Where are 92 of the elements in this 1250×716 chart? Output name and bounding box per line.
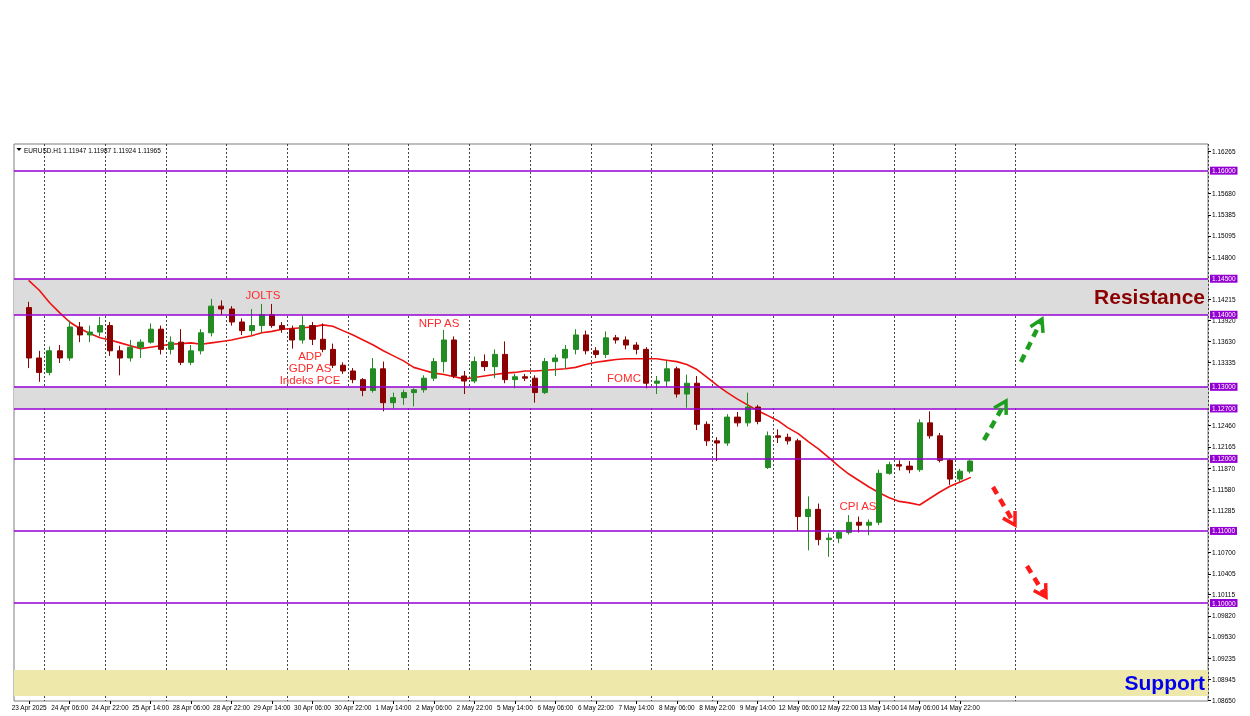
candlestick [704,420,710,447]
candlestick [57,344,63,364]
candlestick [957,468,963,483]
annotation: ADP GDP AS Indeks PCE [279,350,341,386]
candlestick [67,320,73,362]
candlestick [886,461,892,476]
candlestick [765,431,771,470]
candlestick [542,357,548,395]
candlestick [734,411,741,427]
candlestick [623,335,629,350]
candlestick [441,329,447,373]
candlestick [573,328,579,355]
candlestick [836,530,842,544]
annotation: NFP AS [418,317,460,329]
candlestick [522,373,528,382]
candlestick [694,375,700,431]
candlestick [208,298,214,337]
candlestick [947,458,953,486]
candlestick [492,348,498,379]
candlestick [876,469,882,526]
candlestick [411,387,417,407]
candlestick [390,392,396,409]
band-label: Resistance [1094,285,1205,309]
candlestick [603,330,609,359]
candlestick [279,321,285,334]
candlestick [937,432,943,463]
candlestick [866,518,872,536]
candlestick [299,315,305,345]
candlestick [431,357,437,382]
candlestick [178,328,184,366]
candlestick [654,375,660,395]
candlestick [583,330,589,355]
candlestick [77,321,83,343]
candlestick [289,325,295,350]
candlestick [613,334,619,345]
candlestick [309,321,316,346]
annotation: CPI AS [839,500,877,512]
candlestick [512,373,518,389]
candlestick [896,459,902,471]
annotation: JOLTS [245,289,281,301]
candlestick [481,353,488,372]
candlestick [805,495,811,551]
candlestick [117,345,123,376]
candlestick [168,335,174,355]
candlestick [137,338,144,359]
candlestick [401,389,407,406]
candlestick [218,299,224,316]
candlestick [269,303,275,329]
candlestick [856,516,862,533]
candlestick [380,361,386,412]
candlestick [451,335,457,379]
candlestick [158,325,164,355]
candlestick [826,532,832,558]
candlestick [664,360,670,388]
candlestick [775,428,781,444]
candlestick [127,339,133,363]
candlestick [461,370,467,395]
candlestick [148,322,154,345]
candlestick [87,325,93,343]
candlestick [107,321,113,357]
candlestick [36,350,42,383]
candlestick [502,340,508,384]
candlestick [906,460,913,474]
candlestick [471,356,477,384]
candlestick [795,438,801,532]
candlestick [239,317,245,336]
candlestick [249,308,255,336]
candlestick [259,303,265,334]
band-label: Support [1124,671,1206,695]
candlestick [633,341,639,355]
candlestick [26,301,32,369]
candlestick [340,361,346,375]
candlestick [46,345,52,376]
candlestick [320,322,326,353]
candlestick [785,433,791,445]
candlestick [724,413,730,447]
candlestick [593,346,599,359]
candlestick [562,344,568,370]
candlestick [917,418,923,473]
candlestick [330,343,336,369]
candlestick [927,410,933,440]
candlestick [188,344,194,366]
candlestick [967,459,973,474]
candlestick [815,503,821,546]
annotation: FOMC [607,372,641,384]
candlestick [643,346,649,389]
candlestick [198,328,204,355]
candlestick [97,316,103,337]
candlestick [674,366,680,399]
candlestick [552,353,558,377]
candlestick [350,367,356,384]
candlestick [714,436,720,462]
